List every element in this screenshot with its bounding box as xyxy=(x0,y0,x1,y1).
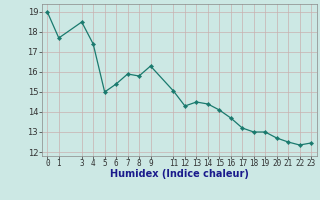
X-axis label: Humidex (Indice chaleur): Humidex (Indice chaleur) xyxy=(110,169,249,179)
